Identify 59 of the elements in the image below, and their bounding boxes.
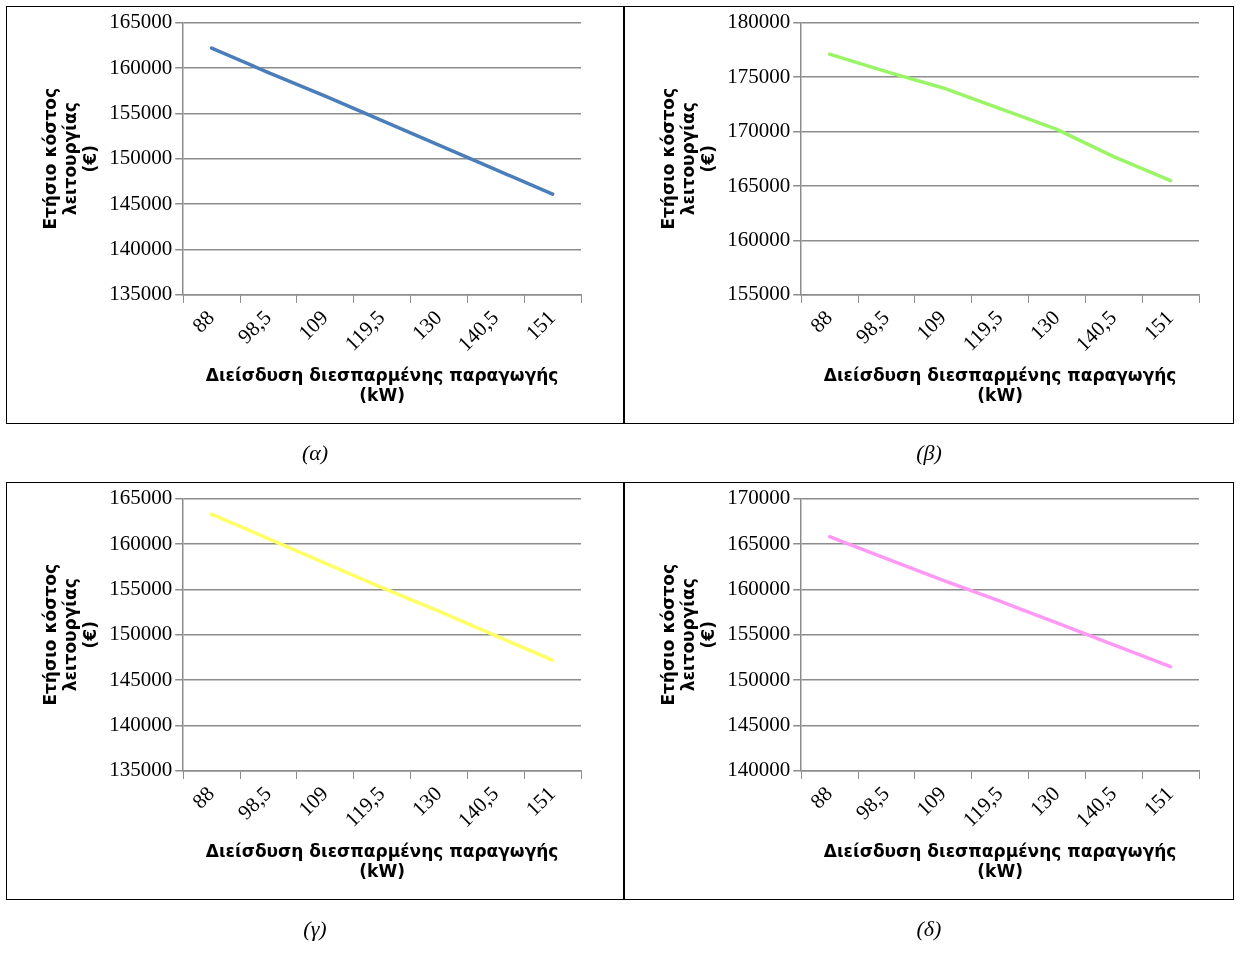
y-tick-label: 165000	[727, 172, 791, 197]
x-tick-label: 98,5	[850, 305, 894, 349]
y-axis-title: Ετήσιο κόστος λειτουργίας (€)	[39, 563, 101, 706]
y-tick-label: 175000	[727, 63, 791, 88]
y-tick-label: 135000	[109, 281, 173, 306]
text: (α)	[300, 439, 330, 467]
y-tick-label: 140000	[109, 712, 173, 737]
x-tick-label: 151	[1138, 305, 1179, 345]
y-tick-label: 140000	[109, 236, 173, 261]
y-tick-label: 155000	[727, 281, 791, 306]
x-tick-label: 98,5	[850, 781, 894, 825]
x-tick-label: 109	[293, 305, 333, 345]
text: (δ)	[915, 915, 943, 943]
x-tick-label: 88	[805, 305, 838, 338]
y-tick-label: 150000	[109, 145, 173, 170]
x-tick-label: 151	[1138, 781, 1179, 821]
y-tick-label: 150000	[109, 621, 173, 646]
y-tick-label: 160000	[727, 227, 791, 252]
x-tick-label: 130	[1025, 305, 1065, 345]
y-tick-label: 160000	[109, 54, 173, 79]
x-tick-label: 130	[407, 305, 447, 345]
y-tick-label: 145000	[109, 666, 173, 691]
x-tick-label: 109	[911, 305, 951, 345]
x-axis-title: Διείσδυση διεσπαρμένης παραγωγής (kW)	[823, 364, 1177, 406]
x-tick-label: 98,5	[232, 305, 276, 349]
y-tick-label: 155000	[727, 621, 791, 646]
y-tick-label: 180000	[727, 9, 791, 34]
x-tick-label: 130	[1025, 781, 1065, 821]
y-tick-label: 145000	[727, 712, 791, 737]
y-tick-label: 155000	[109, 575, 173, 600]
x-tick-label: 88	[187, 305, 220, 338]
x-axis-title: Διείσδυση διεσπαρμένης παραγωγής (kW)	[205, 840, 559, 882]
y-tick-label: 145000	[109, 190, 173, 215]
y-tick-label: 165000	[109, 9, 173, 34]
y-tick-label: 170000	[727, 485, 791, 510]
x-tick-label: 109	[911, 781, 951, 821]
x-tick-label: 88	[805, 781, 838, 814]
x-axis-title: Διείσδυση διεσπαρμένης παραγωγής (kW)	[823, 840, 1177, 882]
y-tick-label: 160000	[109, 530, 173, 555]
y-tick-label: 150000	[727, 666, 791, 691]
x-tick-label: 151	[520, 781, 561, 821]
y-tick-label: 155000	[109, 99, 173, 124]
x-axis-title: Διείσδυση διεσπαρμένης παραγωγής (kW)	[205, 364, 559, 406]
y-axis-title: Ετήσιο κόστος λειτουργίας (€)	[657, 563, 719, 706]
y-axis-title: Ετήσιο κόστος λειτουργίας (€)	[657, 87, 719, 230]
y-axis-title: Ετήσιο κόστος λειτουργίας (€)	[39, 87, 101, 230]
y-tick-label: 170000	[727, 118, 791, 143]
x-tick-label: 88	[187, 781, 220, 814]
text: (β)	[915, 439, 943, 467]
y-tick-label: 140000	[727, 757, 791, 782]
y-tick-label: 135000	[109, 757, 173, 782]
x-tick-label: 109	[293, 781, 333, 821]
x-tick-label: 151	[520, 305, 561, 345]
text: (γ)	[302, 915, 328, 943]
x-tick-label: 98,5	[232, 781, 276, 825]
y-tick-label: 165000	[727, 530, 791, 555]
y-tick-label: 165000	[109, 485, 173, 510]
y-tick-label: 160000	[727, 575, 791, 600]
x-tick-label: 130	[407, 781, 447, 821]
